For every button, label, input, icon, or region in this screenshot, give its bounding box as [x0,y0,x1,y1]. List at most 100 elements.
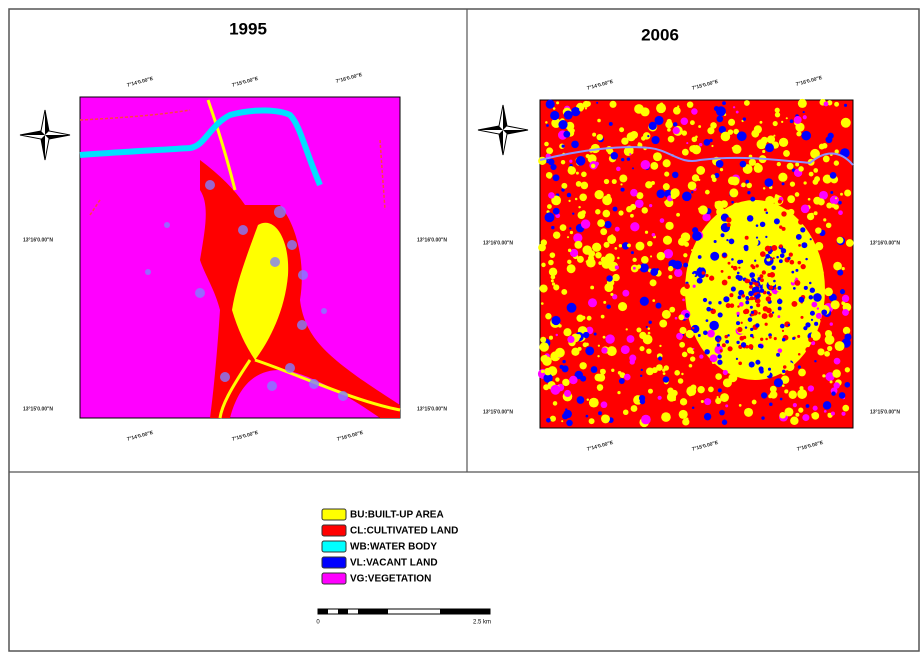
land-patch [688,363,693,368]
land-patch [647,388,653,394]
land-patch [749,272,756,278]
land-patch [839,289,846,295]
land-patch [621,242,630,250]
land-patch [646,367,654,376]
land-patch [824,334,835,345]
land-patch [833,160,840,166]
land-patch [827,412,831,417]
land-patch [550,149,554,152]
land-patch [799,386,804,391]
land-patch [594,190,604,200]
land-patch [547,158,555,166]
land-patch [695,135,698,139]
land-patch [813,293,822,302]
land-patch [691,281,695,285]
land-patch [797,98,807,108]
land-patch [623,373,631,381]
land-patch [732,106,736,109]
land-patch [795,339,803,348]
land-patch [715,106,726,117]
land-patch [684,283,690,289]
land-patch [742,348,748,355]
land-patch [704,349,710,355]
land-patch [814,241,824,251]
land-patch [838,210,843,216]
land-patch [833,261,842,271]
land-patch [609,100,617,108]
land-patch [662,235,673,245]
land-patch [787,314,798,325]
land-patch [604,220,612,229]
land-patch [540,369,545,374]
land-patch [700,399,704,404]
land-patch [800,264,806,270]
land-patch [761,392,768,399]
land-patch [728,118,736,126]
land-patch [710,308,714,311]
land-patch [576,314,584,322]
land-patch [731,146,734,150]
land-patch [742,335,747,340]
land-patch [758,283,761,286]
land-patch [808,295,814,300]
land-patch [739,261,749,271]
land-patch [745,300,750,305]
land-patch [756,303,761,308]
land-patch [838,392,846,399]
land-patch [786,326,795,335]
land-patch [829,380,833,384]
land-patch [755,264,759,268]
land-patch [568,199,571,203]
land-patch [795,162,800,167]
land-patch [561,188,565,192]
land-patch [711,177,717,183]
land-patch [718,301,722,305]
land-patch [834,341,845,352]
land-patch [844,381,851,388]
land-patch [772,120,778,127]
land-patch [742,117,747,121]
land-patch [755,323,760,328]
land-patch [545,99,555,109]
land-patch [682,191,692,202]
land-patch [754,282,759,286]
coord-label: 13°16'0.00"N [417,237,447,243]
land-patch [796,294,800,298]
land-patch [563,110,573,120]
land-patch [634,199,644,208]
land-patch [727,261,731,265]
land-patch [814,321,819,326]
land-patch [627,243,631,248]
land-patch [590,285,595,290]
land-patch [606,275,613,282]
land-patch [684,313,690,318]
land-patch [837,269,844,276]
land-patch [662,183,670,191]
land-patch [653,152,662,162]
land-patch [707,329,715,338]
land-patch [691,191,694,194]
land-patch [781,226,786,231]
land-patch [685,417,689,421]
land-patch [630,130,639,139]
land-patch [626,206,633,213]
land-patch [834,101,840,107]
land-patch [566,192,572,198]
land-patch [547,174,552,179]
land-patch [713,240,717,244]
land-patch [551,315,561,326]
land-patch [571,140,579,149]
land-patch [765,143,774,153]
land-patch [687,273,695,281]
land-patch [720,131,731,142]
land-patch [595,251,602,259]
land-patch [588,250,596,258]
land-patch [692,145,696,149]
land-patch [614,265,619,270]
land-patch [722,288,728,294]
land-patch [798,407,804,413]
land-patch [571,347,580,356]
land-patch [697,259,706,268]
land-patch [746,215,754,222]
land-patch [759,285,763,289]
